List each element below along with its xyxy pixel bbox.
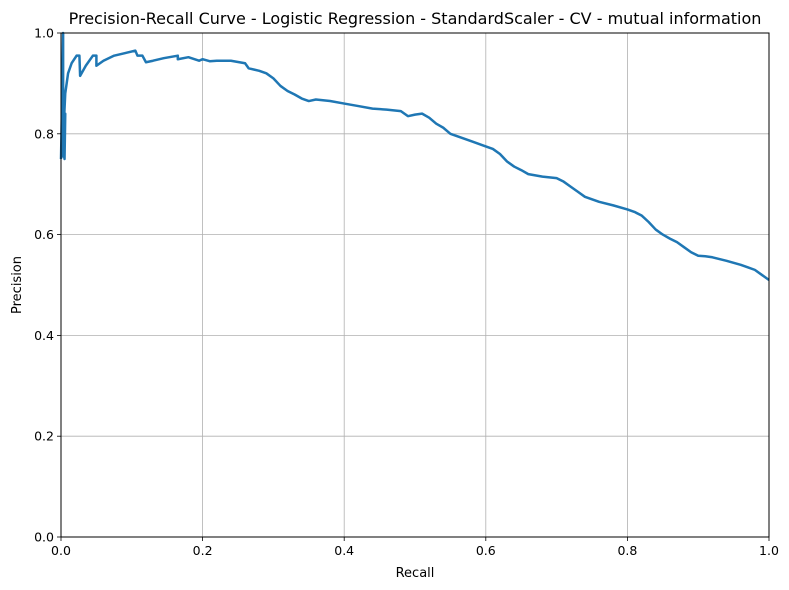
y-tick-label: 0.8 <box>34 126 54 141</box>
y-tick-label: 0.2 <box>34 429 54 444</box>
pr-curve-line <box>59 31 770 281</box>
x-tick-label: 0.8 <box>617 543 637 558</box>
x-tick-label: 0.0 <box>51 543 71 558</box>
y-tick-label: 0.4 <box>34 328 54 343</box>
y-tick-label: 1.0 <box>34 26 54 41</box>
plot-frame <box>60 32 770 538</box>
tick-marks: 0.0 0.2 0.4 0.6 0.8 1.0 0.0 0.2 0.4 0.6 0.8 1.0 <box>34 26 779 559</box>
x-axis-label: Recall <box>396 566 435 581</box>
y-axis-label: Precision <box>10 256 25 314</box>
axes-frame <box>60 32 770 538</box>
plot-lines <box>59 31 770 281</box>
x-tick-label: 0.6 <box>476 543 496 558</box>
grid-lines <box>60 32 770 538</box>
x-tick-label: 1.0 <box>759 543 779 558</box>
y-tick-label: 0.6 <box>34 227 54 242</box>
x-tick-label: 0.4 <box>334 543 354 558</box>
chart-title: Precision-Recall Curve - Logistic Regres… <box>69 9 762 28</box>
y-tick-label: 0.0 <box>34 530 54 545</box>
x-tick-label: 0.2 <box>193 543 213 558</box>
